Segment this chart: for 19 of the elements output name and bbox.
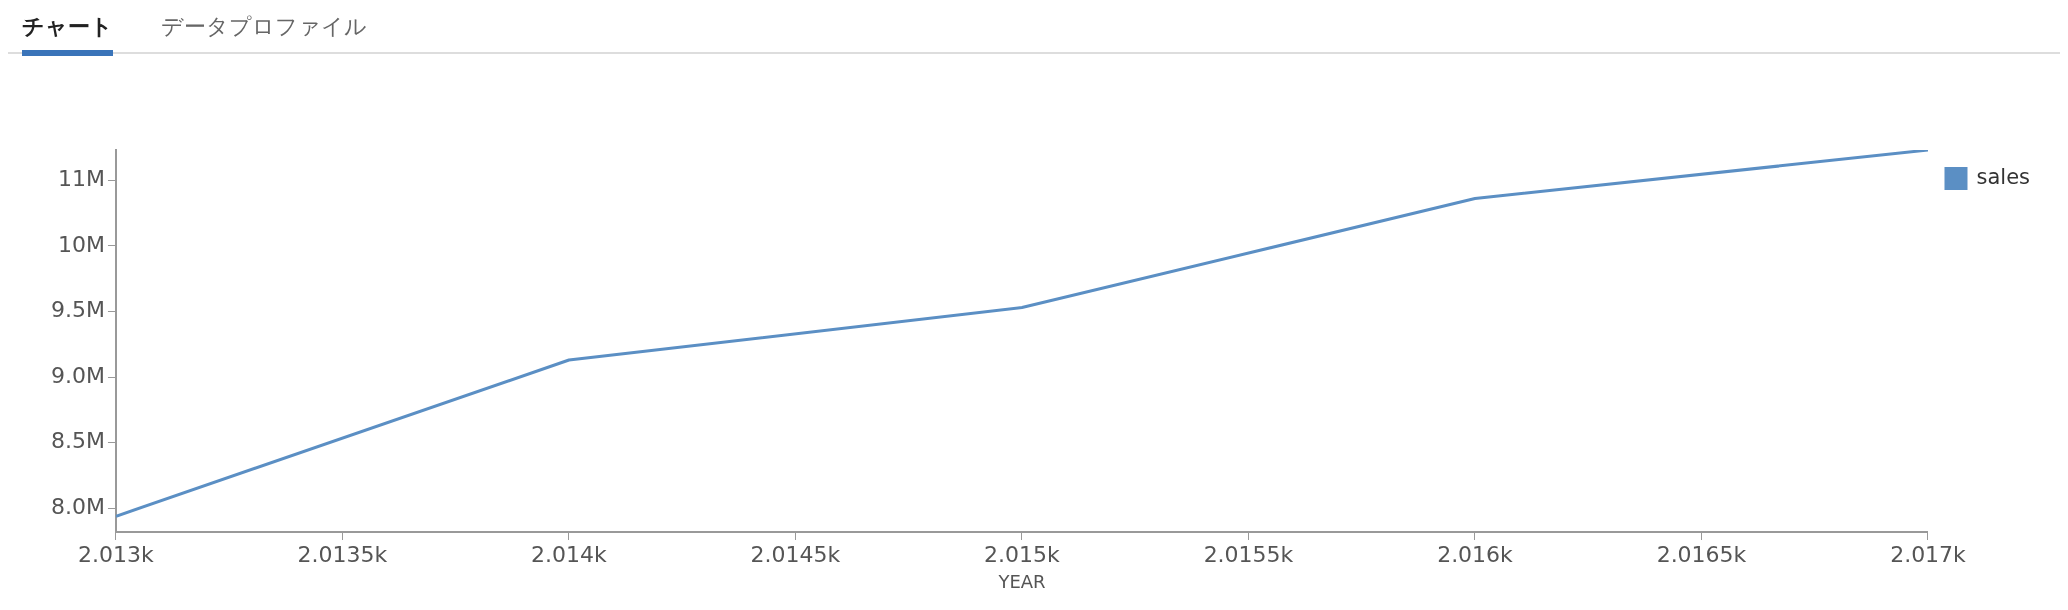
y-tick-label: 11M	[57, 165, 105, 191]
text: データプロファイル	[161, 13, 367, 41]
x-tick-label: 2.0165k	[1656, 541, 1747, 567]
x-tick-label: 2.013k	[78, 541, 155, 567]
x-tick-label: 2.014k	[531, 541, 608, 567]
x-tick-label: 2.0155k	[1203, 541, 1294, 567]
y-tick-label: 9.0M	[51, 362, 105, 388]
legend-label: sales	[1976, 164, 2031, 189]
x-tick-label: 2.016k	[1437, 541, 1514, 567]
y-tick-label: 8.0M	[51, 494, 105, 520]
y-tick-label: 10M	[57, 231, 105, 257]
x-tick-label: 2.017k	[1890, 541, 1967, 567]
x-tick-label: 2.0135k	[297, 541, 388, 567]
x-axis-title: YEAR	[997, 570, 1046, 592]
text: チャート	[22, 8, 113, 56]
y-tick-label: 9.5M	[51, 297, 105, 323]
x-tick-label: 2.0145k	[750, 541, 841, 567]
y-tick-label: 8.5M	[51, 428, 105, 454]
x-tick-label: 2.015k	[984, 541, 1061, 567]
